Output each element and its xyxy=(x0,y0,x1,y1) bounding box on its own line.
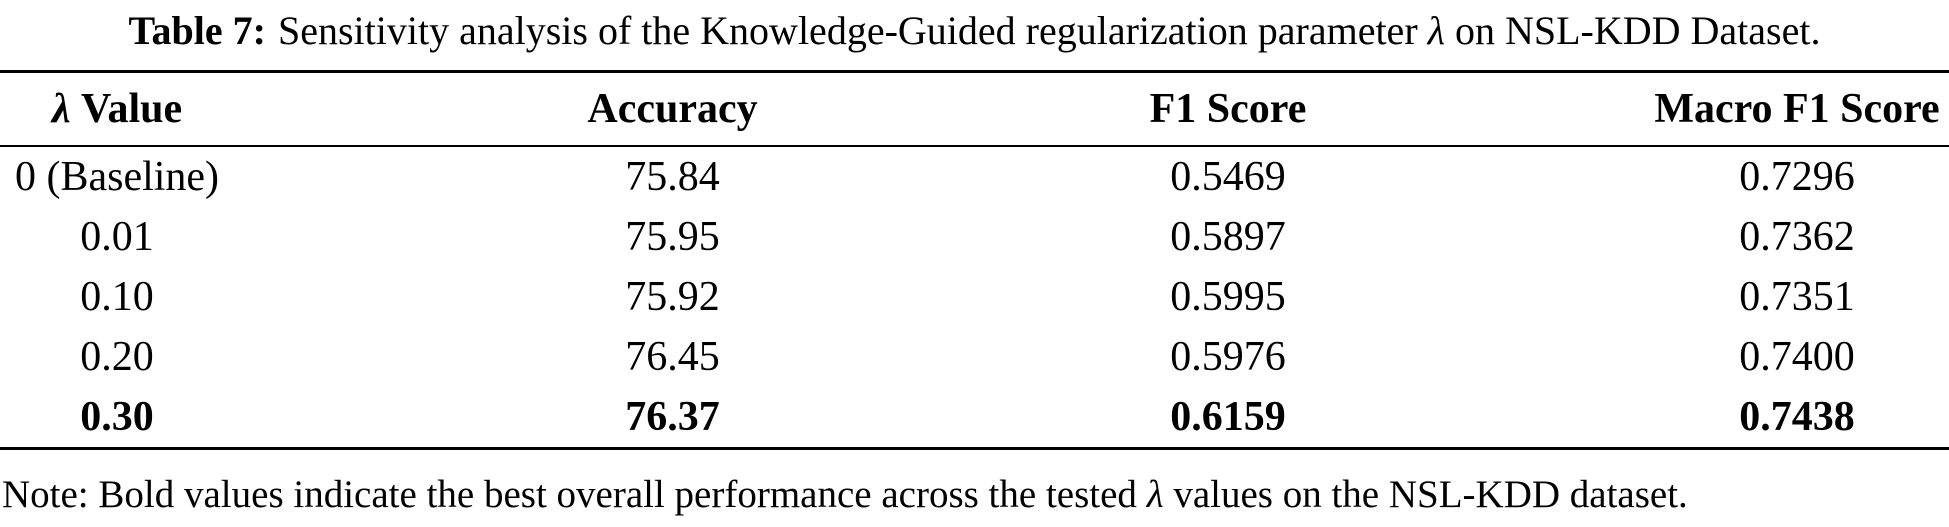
cell-macro-f1-score: 0.7362 xyxy=(1739,214,1855,260)
column-header-macro-f1-score: Macro F1 Score xyxy=(1345,71,1949,147)
table-header-row: λ Value Accuracy F1 Score Macro F1 Score xyxy=(0,71,1949,147)
cell-lambda-value: 0.30 xyxy=(80,394,154,440)
table-footnote: Note: Bold values indicate the best over… xyxy=(2,472,1949,519)
column-header-lambda-value: λ Value xyxy=(0,71,234,147)
cell-f1-score: 0.5976 xyxy=(1170,334,1286,380)
table-footnote-text-after: values on the NSL-KDD dataset. xyxy=(1173,473,1688,516)
cell-f1-score: 0.5897 xyxy=(1170,214,1286,260)
lambda-symbol: λ xyxy=(1146,473,1164,516)
table-row: 0.01 75.95 0.5897 0.7362 xyxy=(0,207,1949,267)
table-row: 0.20 76.45 0.5976 0.7400 xyxy=(0,327,1949,387)
cell-macro-f1-score: 0.7296 xyxy=(1739,154,1855,200)
table-caption-label: Table 7: xyxy=(128,8,266,53)
table-footnote-text-before: Note: Bold values indicate the best over… xyxy=(2,473,1137,516)
cell-lambda-value: 0.20 xyxy=(80,334,154,380)
cell-macro-f1-score: 0.7351 xyxy=(1739,274,1855,320)
sensitivity-analysis-table: λ Value Accuracy F1 Score Macro F1 Score… xyxy=(0,70,1949,450)
cell-f1-score: 0.5469 xyxy=(1170,154,1286,200)
table-row: 0.10 75.92 0.5995 0.7351 xyxy=(0,267,1949,327)
cell-accuracy: 76.45 xyxy=(625,334,720,380)
cell-lambda-value: 0 (Baseline) xyxy=(14,154,220,200)
cell-macro-f1-score: 0.7438 xyxy=(1739,394,1855,440)
lambda-symbol: λ xyxy=(1427,8,1445,53)
column-header-accuracy: Accuracy xyxy=(234,71,1111,147)
column-header-lambda-value-text: Value xyxy=(81,86,183,132)
lambda-symbol: λ xyxy=(51,86,71,132)
column-header-f1-score: F1 Score xyxy=(1111,71,1345,147)
table-row: 0 (Baseline) 75.84 0.5469 0.7296 xyxy=(0,146,1949,207)
cell-accuracy: 75.84 xyxy=(625,154,720,200)
cell-lambda-value: 0.10 xyxy=(80,274,154,320)
cell-f1-score: 0.6159 xyxy=(1170,394,1286,440)
cell-macro-f1-score: 0.7400 xyxy=(1739,334,1855,380)
table-caption: Table 7: Sensitivity analysis of the Know… xyxy=(0,0,1949,70)
cell-accuracy: 76.37 xyxy=(625,394,720,440)
cell-accuracy: 75.95 xyxy=(625,214,720,260)
table-caption-text-before: Sensitivity analysis of the Knowledge-Gu… xyxy=(277,8,1418,53)
cell-f1-score: 0.5995 xyxy=(1170,274,1286,320)
table-row-best: 0.30 76.37 0.6159 0.7438 xyxy=(0,387,1949,449)
table-caption-text-after: on NSL-KDD Dataset. xyxy=(1454,8,1821,53)
cell-lambda-value: 0.01 xyxy=(80,214,154,260)
cell-accuracy: 75.92 xyxy=(625,274,720,320)
